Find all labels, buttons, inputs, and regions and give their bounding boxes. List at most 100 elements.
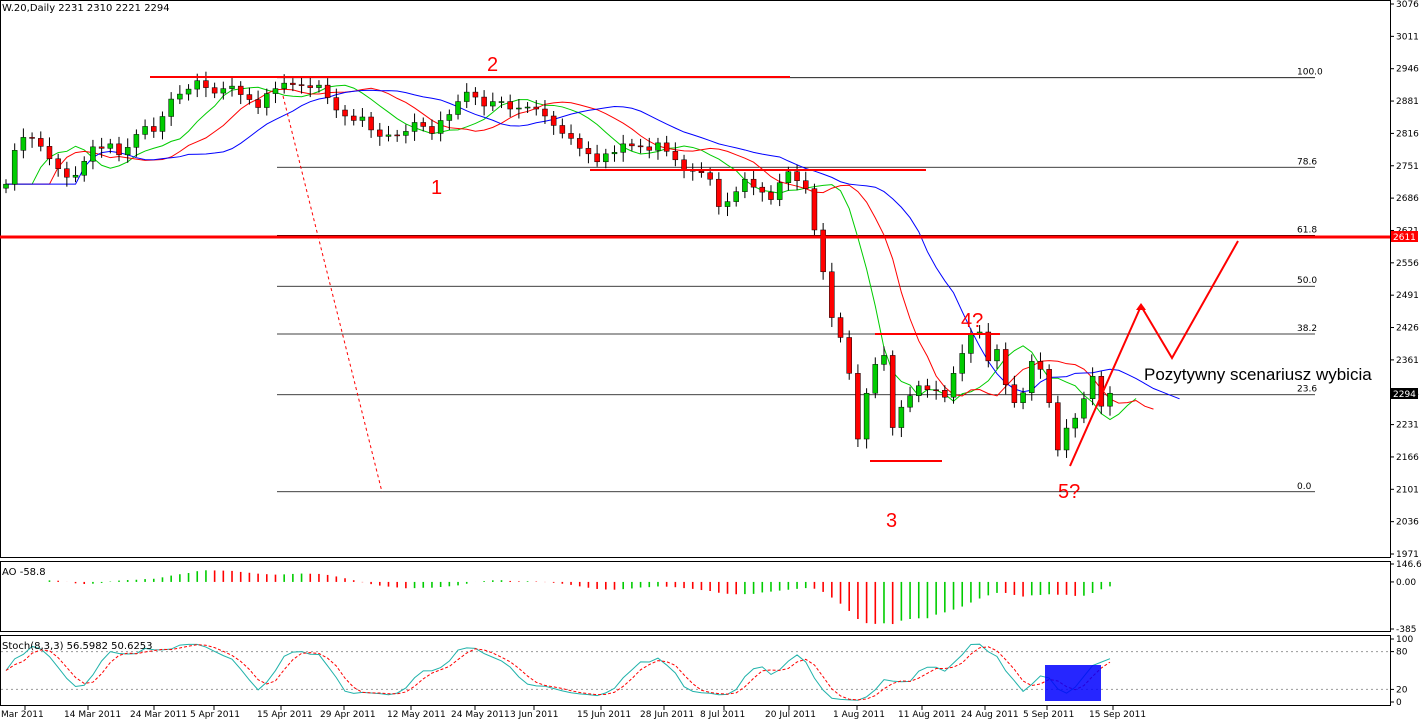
candle-down — [481, 96, 487, 107]
candle-up — [1081, 398, 1087, 419]
candle-down — [542, 108, 548, 117]
candle-down — [255, 99, 261, 108]
fib-level-label: 61.8 — [1297, 225, 1317, 235]
candle-up — [994, 349, 1000, 362]
candle-up — [124, 147, 131, 156]
candle-up — [776, 182, 783, 200]
price-tick-label: 2686 — [1396, 194, 1419, 204]
date-tick-label: Mar 2011 — [1, 710, 44, 720]
date-tick-label: 8 Jul 2011 — [700, 710, 745, 720]
price-tick-label: 2946 — [1396, 65, 1419, 75]
candle-up — [90, 146, 96, 162]
date-tick-label: 20 Jul 2011 — [765, 710, 816, 720]
candle-down — [646, 146, 653, 151]
candle-down — [855, 373, 861, 440]
candle-down — [716, 178, 722, 207]
stoch-tick-label: 20 — [1396, 685, 1408, 695]
candle-up — [3, 183, 9, 189]
candle-up — [159, 116, 166, 132]
candle-down — [203, 80, 209, 88]
candle-down — [472, 91, 479, 98]
fib-level-label: 78.6 — [1297, 157, 1317, 167]
wave-label-5: 5? — [1058, 481, 1080, 503]
candle-down — [1011, 384, 1018, 403]
candle-up — [620, 143, 626, 153]
price-tick-label: 2166 — [1396, 453, 1419, 463]
candle-up — [863, 392, 870, 440]
candle-down — [533, 106, 540, 110]
candle-down — [394, 134, 400, 137]
wave-label-2: 2 — [487, 54, 498, 76]
candle-down — [985, 331, 992, 362]
date-tick-label: 5 Apr 2011 — [190, 710, 240, 720]
candle-up — [1107, 392, 1113, 407]
scenario-label: Pozytywny scenariusz wybicia — [1144, 365, 1372, 384]
date-tick-label: 15 Apr 2011 — [257, 710, 313, 720]
ma-fast-line — [6, 84, 1137, 421]
candle-up — [142, 126, 148, 135]
price-tick-label: 3076 — [1396, 0, 1419, 10]
symbol-label: W.20,Daily 2231 2310 2221 2294 — [2, 3, 170, 14]
ao-label: AO -58.8 — [2, 567, 46, 578]
price-tick-label: 2231 — [1396, 421, 1419, 431]
candle-down — [307, 85, 314, 88]
price-tick-label: 2361 — [1396, 356, 1419, 366]
ma-mid-line — [6, 87, 1154, 410]
price-tick-label: 3011 — [1396, 32, 1419, 42]
price-tick-label: 2426 — [1396, 324, 1419, 334]
price-tick-label: 2101 — [1396, 485, 1419, 495]
candle-down — [550, 115, 557, 126]
scenario-arrowhead — [1136, 303, 1146, 310]
candle-down — [429, 126, 435, 134]
stoch-label: Stoch(8,3,3) 56.5982 50.6253 — [2, 641, 153, 652]
candle-up — [437, 120, 444, 134]
stoch-d-line — [5, 644, 1111, 701]
date-tick-label: 24 Aug 2011 — [961, 710, 1019, 720]
date-tick-label: 28 Jun 2011 — [640, 710, 694, 720]
candle-up — [1029, 361, 1035, 393]
price-pane[interactable] — [0, 0, 1391, 558]
date-tick-label: 24 May 2011 — [451, 710, 510, 720]
candle-down — [629, 143, 635, 147]
annotation-drawings — [0, 76, 1390, 493]
date-tick-label: 11 Aug 2011 — [898, 710, 956, 720]
date-tick-label: 1 Aug 2011 — [833, 710, 885, 720]
candle-up — [403, 131, 409, 136]
wave-label-1: 1 — [431, 177, 442, 199]
stoch-tick-label: 100 — [1396, 635, 1413, 645]
candle-down — [1046, 369, 1052, 403]
date-tick-label: 15 Jun 2011 — [577, 710, 631, 720]
candle-up — [881, 355, 887, 365]
candle-up — [107, 143, 114, 149]
candle-down — [594, 153, 600, 163]
ao-pane[interactable] — [0, 561, 1391, 632]
candle-up — [229, 85, 235, 89]
candle-up — [603, 153, 609, 163]
candle-down — [377, 129, 383, 137]
candle-up — [20, 137, 27, 151]
candle-up — [168, 98, 174, 117]
candle-down — [759, 186, 766, 193]
candle-up — [316, 84, 322, 88]
candle-down — [46, 146, 53, 160]
candle-down — [559, 125, 566, 134]
candle-down — [681, 159, 687, 171]
stoch-tick-label: 80 — [1396, 648, 1408, 658]
price-tick-label: 2491 — [1396, 291, 1419, 301]
fib-level-label: 0.0 — [1297, 482, 1312, 492]
price-tick-label: 2036 — [1396, 518, 1419, 528]
candle-down — [420, 122, 427, 127]
candle-up — [655, 142, 661, 151]
candle-up — [81, 161, 87, 176]
price-tick-label: 2556 — [1396, 259, 1419, 269]
ma-slow-line — [6, 89, 1180, 400]
candle-up — [11, 150, 18, 185]
candle-down — [368, 116, 374, 131]
candle-up — [272, 88, 279, 94]
candle-up — [724, 201, 731, 207]
candle-up — [411, 122, 418, 132]
stoch-pane[interactable] — [0, 635, 1391, 706]
candle-down — [846, 337, 852, 374]
stoch-highlight-box — [1045, 665, 1101, 701]
